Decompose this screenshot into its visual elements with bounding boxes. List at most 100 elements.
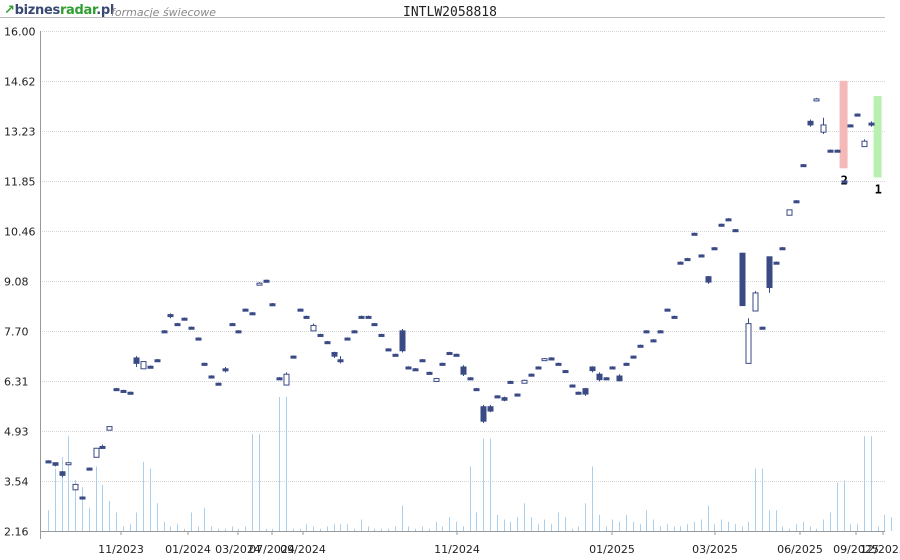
y-tick-label: 4.93 — [4, 426, 29, 439]
candle-down — [684, 258, 691, 262]
candle-down — [657, 330, 664, 334]
candle-down — [52, 462, 59, 466]
logo[interactable]: ↗biznesradar.pl — [4, 3, 114, 18]
candle-up — [861, 140, 868, 148]
candle-down — [412, 368, 419, 372]
candle-down — [800, 164, 807, 168]
candle-down — [99, 445, 106, 449]
logo-suffix: .pl — [96, 3, 115, 18]
candle-down — [467, 377, 474, 381]
candle-down — [514, 393, 521, 397]
candle-down — [120, 389, 127, 393]
candle-down — [548, 357, 555, 361]
candle-up — [752, 292, 759, 312]
x-tick-label: 07/2024 — [249, 543, 295, 556]
candle-down — [643, 330, 650, 334]
candle-down — [371, 323, 378, 327]
x-tick-label: 11/2023 — [98, 543, 144, 556]
candle-down — [365, 315, 372, 319]
y-tick-label: 9.08 — [4, 276, 29, 289]
candle-down — [779, 247, 786, 251]
candle-down — [317, 333, 324, 337]
candle-up — [93, 447, 100, 458]
candle-down — [691, 232, 698, 236]
candle-up — [310, 324, 317, 332]
y-tick-label: 2.16 — [4, 526, 29, 539]
candle-up — [820, 124, 827, 133]
candle-up — [433, 378, 440, 382]
candle-down — [501, 397, 508, 401]
candle-down — [616, 375, 623, 382]
candle-down — [86, 467, 93, 471]
y-tick-label: 14.62 — [4, 76, 36, 89]
candle-down — [147, 365, 154, 369]
candle-up — [65, 462, 72, 466]
candle-up — [813, 98, 820, 102]
candle-down — [480, 406, 487, 422]
candle-down — [195, 337, 202, 341]
candle-down — [807, 120, 814, 126]
candle-up — [106, 426, 113, 431]
candle-down — [603, 377, 610, 381]
candle-down — [664, 308, 671, 312]
candle-down — [378, 333, 385, 337]
candle-down — [650, 339, 657, 343]
candle-down — [127, 391, 134, 395]
candle-down — [847, 124, 854, 128]
candle-up — [786, 209, 793, 216]
candle-down — [167, 314, 174, 318]
candle-down — [358, 315, 365, 319]
candle-up — [140, 361, 147, 370]
logo-brand: biznes — [14, 3, 61, 18]
candle-down — [419, 359, 426, 363]
candle-down — [725, 218, 732, 222]
candle-down — [555, 362, 562, 366]
candle-down — [297, 308, 304, 312]
candle-down — [208, 375, 215, 379]
candle-down — [426, 371, 433, 375]
x-tick-label: 09/2025 — [833, 543, 879, 556]
candle-down — [45, 460, 52, 464]
candle-down — [562, 370, 569, 374]
candle-down — [589, 366, 596, 372]
candle-down — [494, 395, 501, 399]
candle-down — [637, 344, 644, 348]
candle-down — [154, 359, 161, 363]
candle-down — [392, 353, 399, 357]
candle-down — [188, 326, 195, 330]
y-tick-label: 11.85 — [4, 176, 36, 189]
candle-down — [718, 223, 725, 227]
candle-down — [528, 373, 535, 377]
candle-down — [773, 261, 780, 265]
candle-down — [596, 373, 603, 381]
pattern-marker-bullish — [873, 96, 882, 178]
y-tick-label: 13.23 — [4, 126, 36, 139]
candle-up — [521, 379, 528, 384]
candle-down — [79, 496, 86, 500]
chart-subtitle: formacje świecowe — [111, 6, 217, 19]
candle-down — [759, 326, 766, 330]
candle-down — [263, 279, 270, 283]
candle-down — [290, 355, 297, 359]
candle-up — [541, 358, 548, 362]
candle-down — [460, 366, 467, 375]
candle-down — [671, 315, 678, 319]
logo-icon: ↗ — [4, 3, 15, 18]
candle-down — [181, 317, 188, 321]
candle-down — [351, 330, 358, 334]
x-tick-label: 11/2024 — [434, 543, 480, 556]
y-tick-label: 16.00 — [4, 26, 36, 39]
candle-down — [841, 180, 848, 184]
candle-down — [575, 391, 582, 395]
candle-down — [446, 352, 453, 356]
candle-up — [72, 483, 79, 491]
candle-down — [827, 149, 834, 153]
y-tick-label: 10.46 — [4, 226, 36, 239]
x-tick-label: 03/2025 — [692, 543, 738, 556]
candle-down — [569, 384, 576, 388]
candle-down — [215, 382, 222, 386]
pattern-marker-label[interactable]: 1 — [875, 182, 882, 196]
candle-down — [344, 337, 351, 341]
x-tick-label: 01/2024 — [165, 543, 211, 556]
